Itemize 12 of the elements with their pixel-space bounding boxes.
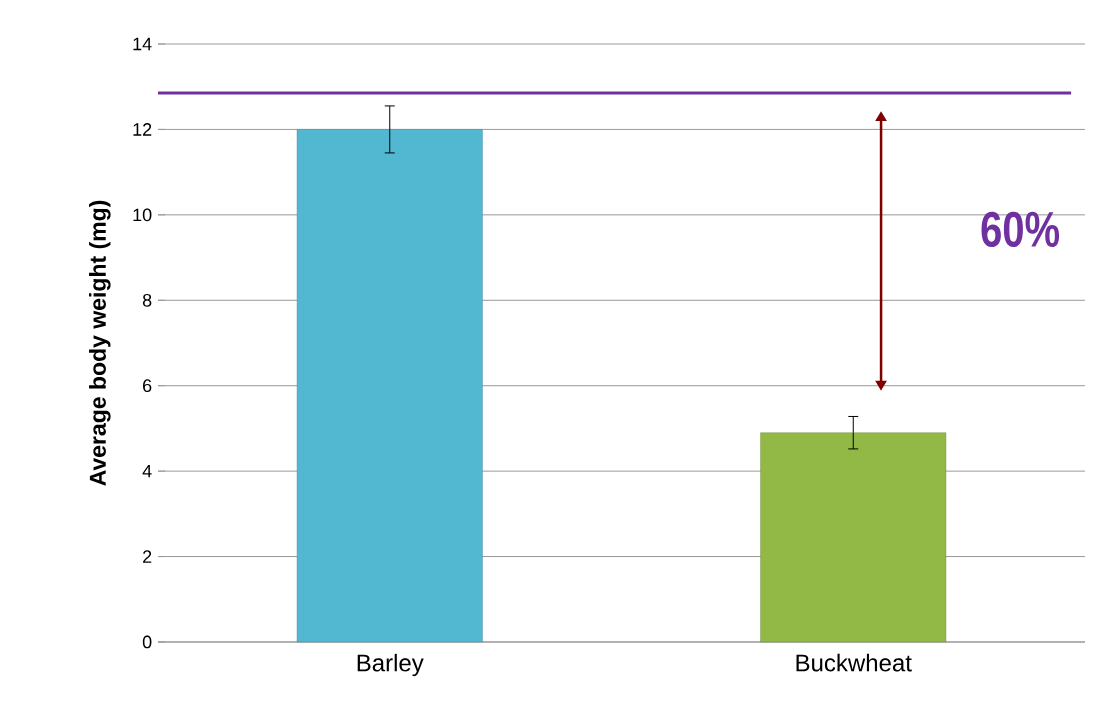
y-axis-title: Average body weight (mg)	[89, 200, 111, 486]
y-tick-label: 2	[143, 550, 152, 563]
x-tick-label: Barley	[357, 653, 424, 677]
y-tick-label: 8	[142, 293, 152, 307]
x-tick-label: Buckwheat	[796, 653, 912, 672]
y-tick-label: 14	[133, 37, 152, 51]
y-tick-label: 12	[133, 123, 152, 136]
y-tick-label: 10	[133, 208, 152, 222]
annotation: 60%	[981, 211, 1060, 248]
y-tick-label: 6	[143, 379, 152, 393]
y-tick-label: 0	[142, 635, 152, 649]
y-tick-label: 4	[142, 464, 152, 478]
